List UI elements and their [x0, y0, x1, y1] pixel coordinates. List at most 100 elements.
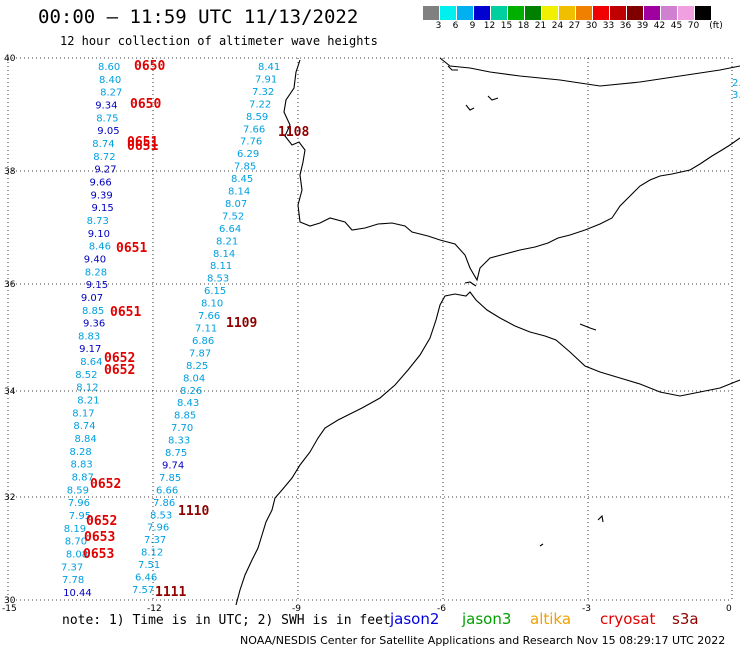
swh-value: 8.07: [225, 199, 247, 210]
island-6: [579, 323, 597, 331]
swh-value: 8.52: [75, 370, 97, 381]
colorbar-label: 30: [585, 21, 598, 31]
island-1: [447, 65, 458, 71]
legend-altika: altika: [530, 610, 572, 628]
colorbar-swatch: [507, 6, 524, 20]
pass-time-label: 0651: [127, 135, 158, 150]
pass-time-label: 0652: [104, 351, 135, 366]
island-3: [487, 95, 499, 101]
map-subtitle: 12 hour collection of altimeter wave hei…: [60, 34, 378, 48]
colorbar-label: 18: [517, 21, 530, 31]
swh-value: 6.86: [192, 336, 214, 347]
colorbar-swatch: [643, 6, 660, 20]
colorbar-label: 36: [619, 21, 632, 31]
swh-value: 8.72: [93, 152, 115, 163]
swh-value: 7.87: [189, 348, 211, 359]
colorbar-swatch: [626, 6, 643, 20]
pass-time-label: 0651: [110, 305, 141, 320]
lon-tick-label: -6: [437, 604, 446, 614]
swh-value: 8.43: [177, 398, 199, 409]
swh-value: 8.11: [210, 261, 232, 272]
colorbar-label: 9: [469, 21, 476, 31]
swh-value: 8.84: [75, 434, 97, 445]
swh-value: 7.85: [234, 162, 256, 173]
swh-value: 6.64: [219, 224, 241, 235]
swh-value: 8.75: [96, 113, 118, 124]
lat-tick-label: 38: [4, 167, 16, 177]
colorbar-label: 6: [452, 21, 459, 31]
swh-value: 8.59: [246, 112, 268, 123]
swh-value: 7.52: [222, 211, 244, 222]
pass-time-label: 1111: [155, 585, 186, 600]
swh-value: 8.25: [186, 361, 208, 372]
pass-time-label: 0653: [84, 530, 115, 545]
swh-value: 7.86: [153, 498, 175, 509]
colorbar-label: 15: [500, 21, 513, 31]
swh-value: 9.40: [84, 254, 106, 265]
colorbar-label: 21: [534, 21, 547, 31]
swh-value: 2.: [732, 78, 740, 89]
colorbar-swatch: [558, 6, 575, 20]
swh-value: 7.85: [159, 473, 181, 484]
lon-tick-label: -9: [292, 604, 301, 614]
legend-jason2: jason2: [390, 610, 440, 628]
pass-time-label: 1108: [278, 125, 309, 140]
swh-value: 6.15: [204, 286, 226, 297]
island-2: [465, 104, 475, 111]
colorbar-swatch: [609, 6, 626, 20]
colorbar-swatch: [575, 6, 592, 20]
pass-time-labels: 0650065006510651065106510652065206520652…: [83, 59, 309, 600]
swh-value: 8.53: [207, 274, 229, 285]
footer-credit: NOAA/NESDIS Center for Satellite Applica…: [240, 634, 726, 647]
swh-value: 8.73: [87, 216, 109, 227]
swh-value: 8.74: [92, 139, 114, 150]
colorbar-label: 45: [670, 21, 683, 31]
colorbar-swatch: [524, 6, 541, 20]
pass-time-label: 1110: [178, 504, 209, 519]
colorbar-swatch: [473, 6, 490, 20]
lon-tick-label: 0: [726, 604, 732, 614]
swh-value: 8.27: [100, 88, 122, 99]
swh-value: 8.19: [64, 524, 86, 535]
swh-value: 9.36: [83, 319, 105, 330]
pass-time-label: 0652: [86, 514, 117, 529]
swh-value: 8.14: [228, 187, 250, 198]
legend-s3a: s3a: [672, 610, 699, 628]
swh-value: 6.66: [156, 485, 178, 496]
gibraltar-spit: [464, 281, 477, 287]
swh-value: 9.15: [86, 280, 108, 291]
colorbar-swatch: [660, 6, 677, 20]
lat-tick-label: 30: [4, 596, 16, 606]
swh-value: 8.87: [72, 473, 94, 484]
lat-tick-label: 36: [4, 280, 16, 290]
swh-value: 7.57: [132, 585, 154, 596]
footer-note: note: 1) Time is in UTC; 2) SWH is in fe…: [62, 613, 391, 628]
swh-value: 7.66: [198, 311, 220, 322]
swh-value: 8.64: [80, 357, 102, 368]
colorbar-label: 42: [653, 21, 666, 31]
swh-value: 9.05: [97, 126, 119, 137]
colorbar-unit: (ft): [709, 21, 723, 31]
pass-time-label: 1109: [226, 316, 257, 331]
swh-value: 7.37: [144, 535, 166, 546]
colorbar-swatch: [456, 6, 473, 20]
lon-tick-label: -12: [147, 604, 162, 614]
colorbar-swatch: [439, 6, 456, 20]
swh-value: 9.15: [92, 203, 114, 214]
swh-value: 8.28: [70, 447, 92, 458]
swh-value: 7.51: [138, 560, 160, 571]
colorbar-swatch: [677, 6, 694, 20]
colorbar-label: 70: [687, 21, 700, 31]
colorbar-label: 3: [435, 21, 442, 31]
colorbar-label: 39: [636, 21, 649, 31]
swh-value: 3.: [732, 90, 740, 101]
swh-value: 6.29: [237, 149, 259, 160]
swh-value: 8.26: [180, 386, 202, 397]
colorbar-label: 33: [602, 21, 615, 31]
swh-value: 7.91: [255, 75, 277, 86]
swh-value: 7.96: [68, 498, 90, 509]
lat-tick-label: 32: [4, 493, 15, 503]
axis-labels: 40 38 36 34 32 30-15 -12 -9 -6 -3 0: [2, 54, 732, 614]
map-title: 00:00 – 11:59 UTC 11/13/2022: [38, 6, 359, 28]
